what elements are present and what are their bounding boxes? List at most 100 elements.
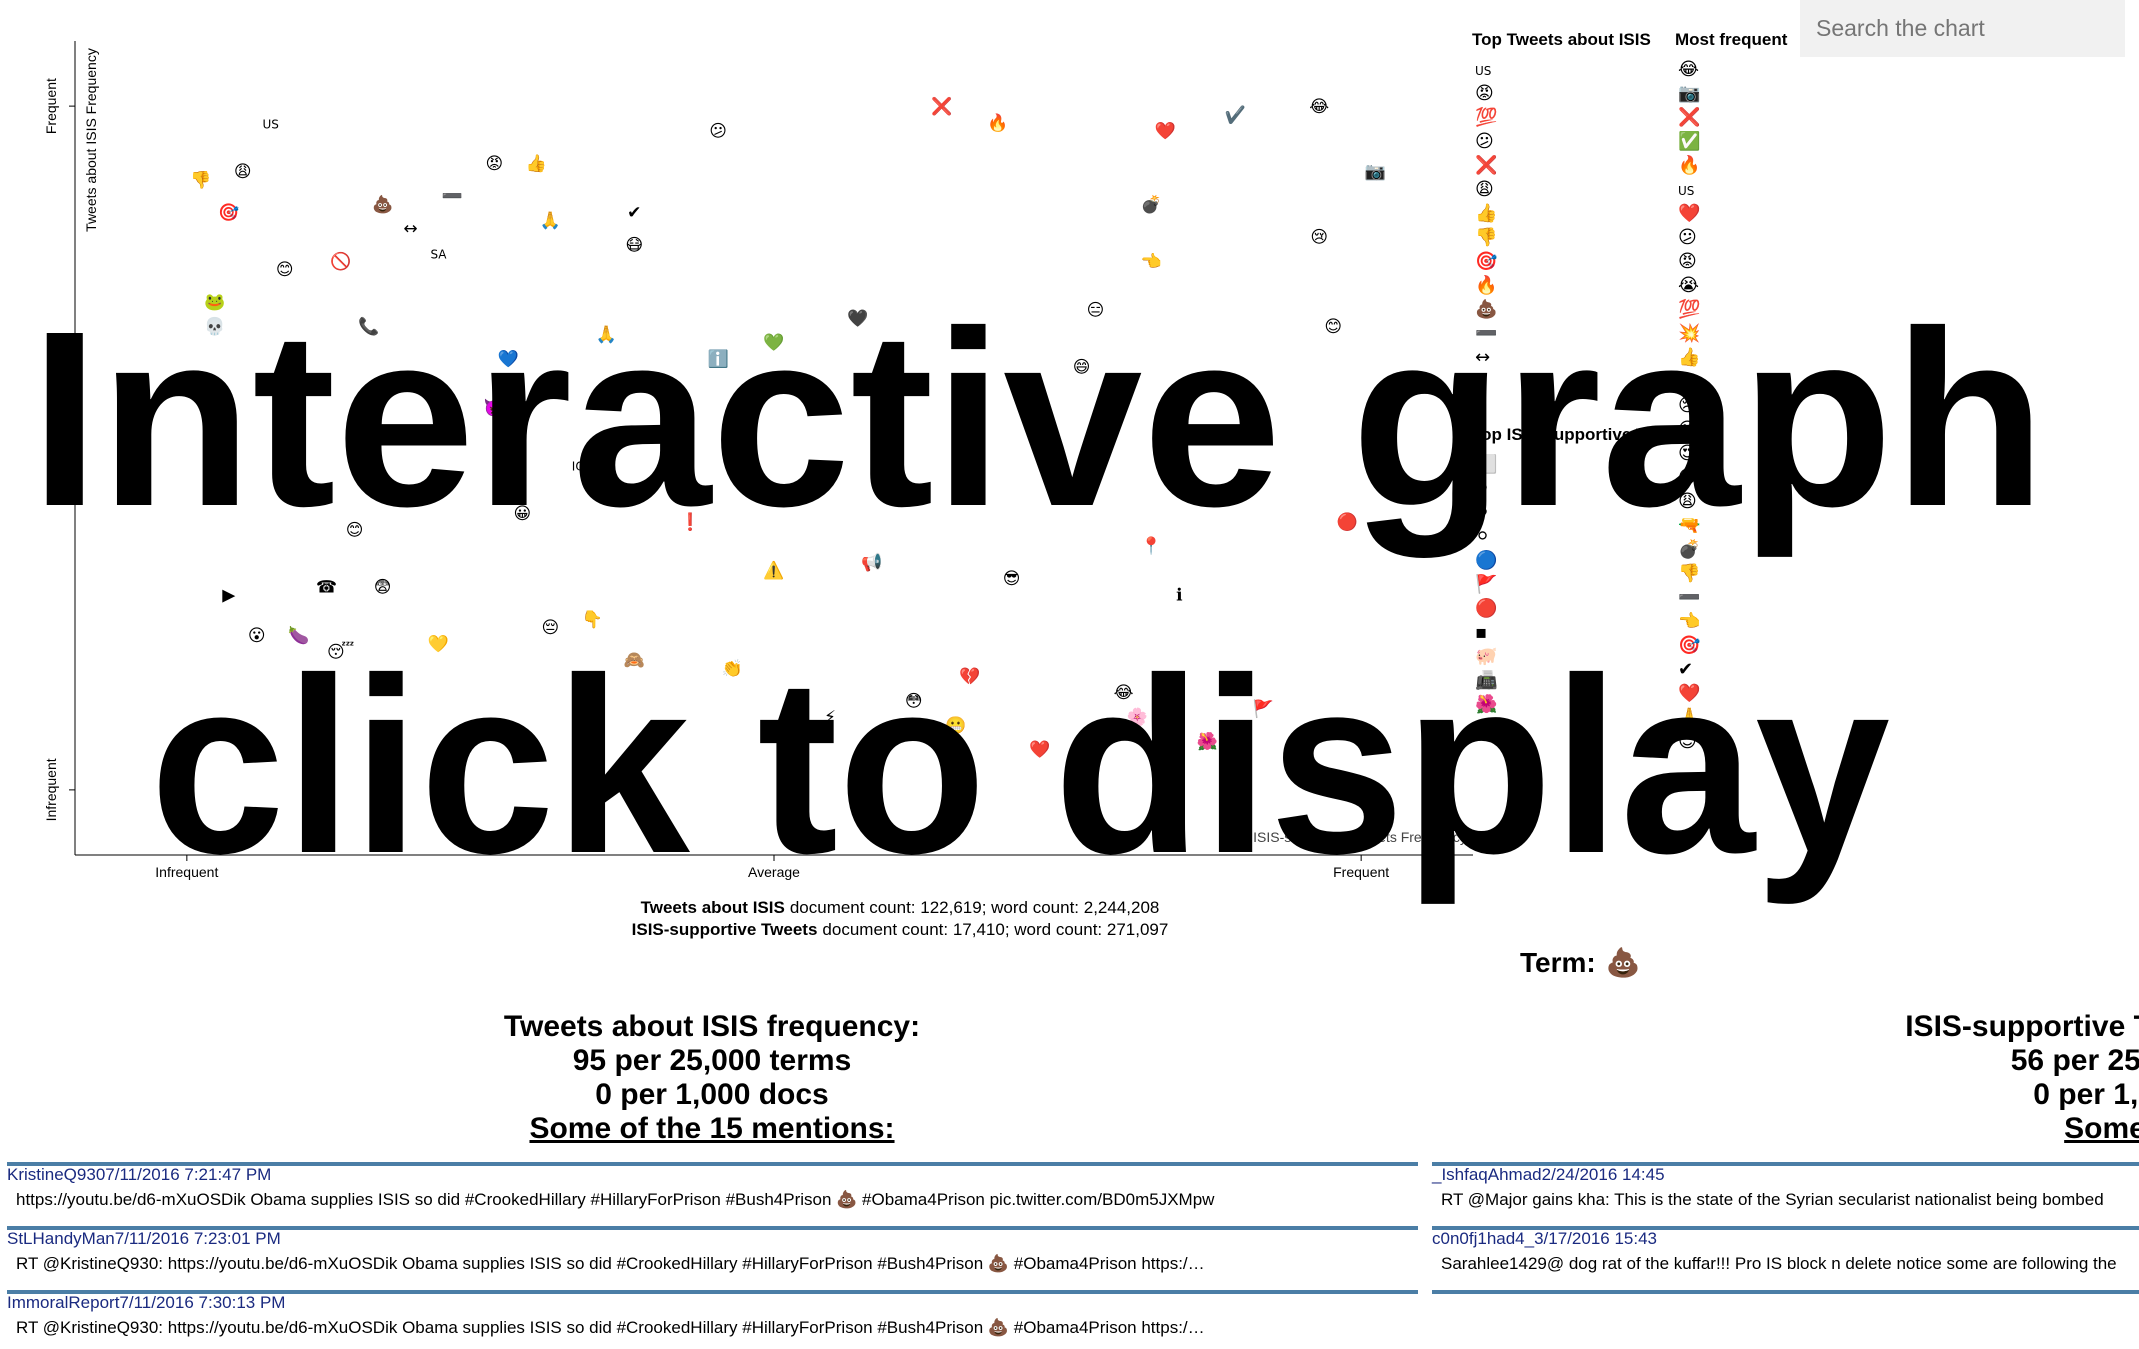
panel-line: Tweets about ISIS frequency: bbox=[504, 1010, 920, 1043]
term-point: 📞 bbox=[358, 315, 380, 337]
tweet-separator bbox=[7, 1226, 1418, 1230]
corpus-stats: document count: 17,410; word count: 271,… bbox=[822, 920, 1168, 939]
tweet-text: https://youtu.be/d6-mXuOSDik Obama suppl… bbox=[16, 1189, 1215, 1209]
term-point: ℹ️ bbox=[707, 348, 728, 369]
term-point: 🐸 bbox=[204, 292, 225, 312]
list-item: 👈 bbox=[1678, 611, 1700, 632]
list-item: 👍 bbox=[1475, 202, 1497, 224]
term-point: 😷 bbox=[625, 236, 643, 256]
list-item: 😢 bbox=[1678, 395, 1697, 416]
tweet-date: 7/11/2016 7:30:13 PM bbox=[119, 1293, 285, 1312]
search-box[interactable] bbox=[1800, 0, 2125, 57]
term-point: 😢 bbox=[1310, 227, 1328, 247]
panel-line: 95 per 25,000 terms bbox=[573, 1044, 852, 1077]
y-axis-title: Tweets about ISIS Frequency bbox=[83, 48, 99, 232]
panel-line: 0 per 1,000 docs bbox=[595, 1078, 828, 1111]
list-item: 😭 bbox=[1678, 275, 1699, 296]
list-item: 💣 bbox=[1678, 538, 1700, 561]
list-title: Top ISIS-supportive Tweets bbox=[1472, 425, 1692, 444]
term-point: ✔ bbox=[627, 203, 641, 223]
term-point: 🌸 bbox=[1127, 707, 1148, 728]
list-item: 🎯 bbox=[1475, 251, 1497, 272]
term-point: 😄 bbox=[1073, 358, 1091, 378]
list-title: Most frequent bbox=[1675, 30, 1788, 49]
list-item: 😍 bbox=[1678, 443, 1697, 464]
list-item: 🔥 bbox=[1475, 274, 1497, 296]
term-point: 😊 bbox=[1324, 317, 1342, 337]
tweet-separator bbox=[7, 1290, 1418, 1294]
tweet-text: RT @KristineQ930: https://youtu.be/d6-mX… bbox=[16, 1317, 1205, 1337]
term-point: 😨 bbox=[374, 577, 392, 597]
tweet-author: StLHandyMan bbox=[7, 1229, 115, 1248]
term-point: 💔 bbox=[959, 667, 981, 687]
list-item: 💯 bbox=[1475, 106, 1497, 128]
tweet-text: RT @Major gains kha: This is the state o… bbox=[1441, 1190, 2104, 1209]
list-item: 😩 bbox=[1475, 179, 1494, 200]
overlay-text[interactable]: Interactive graph bbox=[30, 279, 2046, 558]
tweet-header: _IshfaqAhmad2/24/2016 14:45 bbox=[1431, 1165, 1665, 1184]
list-item: US bbox=[1475, 64, 1491, 78]
list-item: 😡 bbox=[1678, 251, 1697, 272]
term-point: ⚠️ bbox=[763, 560, 784, 581]
list-item: ❌ bbox=[1475, 154, 1497, 176]
list-item: ⬜ bbox=[1475, 453, 1497, 475]
y-tick-label: Frequent bbox=[43, 78, 59, 134]
tweet-date: 7/11/2016 7:23:01 PM bbox=[115, 1229, 281, 1248]
term-point: 💚 bbox=[763, 333, 785, 353]
x-tick-label: Infrequent bbox=[155, 864, 218, 880]
corpus-count: ISIS-supportive Tweets document count: 17… bbox=[632, 920, 1169, 939]
term-point: 😕 bbox=[709, 122, 727, 142]
term-point: ❤️ bbox=[1029, 740, 1051, 760]
term-point: 💩 bbox=[372, 194, 393, 215]
term-point: ℹ bbox=[1176, 586, 1183, 606]
overlay-text[interactable]: click to display bbox=[150, 626, 1890, 905]
term-point: IQ bbox=[572, 459, 585, 473]
term: Term: 💩 bbox=[1520, 946, 1641, 979]
term-point: 📢 bbox=[861, 552, 882, 573]
term-point: 🔴 bbox=[1337, 511, 1358, 532]
term-point: 😡 bbox=[486, 154, 504, 174]
list-item: 💩 bbox=[1475, 298, 1497, 320]
term-point: 🔥 bbox=[987, 112, 1008, 133]
search-placeholder: Search the chart bbox=[1816, 15, 1985, 41]
term-point: ❌ bbox=[931, 96, 952, 117]
term-value: 💩 bbox=[1606, 946, 1641, 979]
list-item: 🔥 bbox=[1678, 154, 1700, 176]
panel-line: Some of the bbox=[2064, 1112, 2139, 1145]
list-item: ✅ bbox=[1678, 130, 1700, 152]
term-point: 😊 bbox=[276, 260, 294, 280]
list-item: 💯 bbox=[1678, 298, 1700, 320]
corpus-stats: document count: 122,619; word count: 2,2… bbox=[790, 898, 1160, 917]
list-item: 😀 bbox=[1678, 467, 1697, 488]
tweet-author: ImmoralReport bbox=[7, 1293, 120, 1312]
term-point: 🚩 bbox=[1253, 698, 1274, 719]
term-point: SA bbox=[430, 248, 447, 262]
list-item: 😩 bbox=[1678, 491, 1697, 512]
tweet-text: RT @KristineQ930: https://youtu.be/d6-mX… bbox=[16, 1253, 1205, 1273]
tweet-date: 7/11/2016 7:21:47 PM bbox=[105, 1165, 271, 1184]
term-point: 👈 bbox=[1141, 252, 1162, 272]
tweet-separator bbox=[1432, 1226, 2139, 1230]
list-item: 😕 bbox=[1475, 131, 1494, 152]
list-item: ⚪ bbox=[1475, 502, 1490, 523]
list-item: 📷 bbox=[1678, 83, 1700, 104]
corpus-name: Tweets about ISIS bbox=[641, 898, 785, 917]
term-point: 🌺 bbox=[1197, 731, 1218, 752]
list-item: 💥 bbox=[1678, 322, 1700, 344]
list-item: 👎 bbox=[1475, 227, 1497, 248]
term-point: ❤️ bbox=[1155, 122, 1177, 142]
term-point: 😀 bbox=[513, 504, 531, 524]
term-point: US bbox=[263, 117, 279, 131]
term-point: 👎 bbox=[190, 170, 211, 190]
term-point: ➖ bbox=[442, 187, 463, 207]
term-point: 💣 bbox=[1141, 194, 1162, 215]
term-point: 😂 bbox=[1114, 683, 1134, 703]
list-item: ➖ bbox=[1678, 587, 1700, 608]
list-item: 😡 bbox=[1475, 83, 1494, 104]
term-point: 🙈 bbox=[624, 651, 645, 671]
tweet-header: c0n0fj1had4_3/17/2016 15:43 bbox=[1432, 1229, 1657, 1248]
x-axis-title: ISIS-supportive Tweets Frequency bbox=[1253, 829, 1467, 845]
x-tick-label: Frequent bbox=[1333, 864, 1389, 880]
list-item: ❌ bbox=[1678, 106, 1700, 128]
term-point: 😎 bbox=[1003, 569, 1021, 589]
